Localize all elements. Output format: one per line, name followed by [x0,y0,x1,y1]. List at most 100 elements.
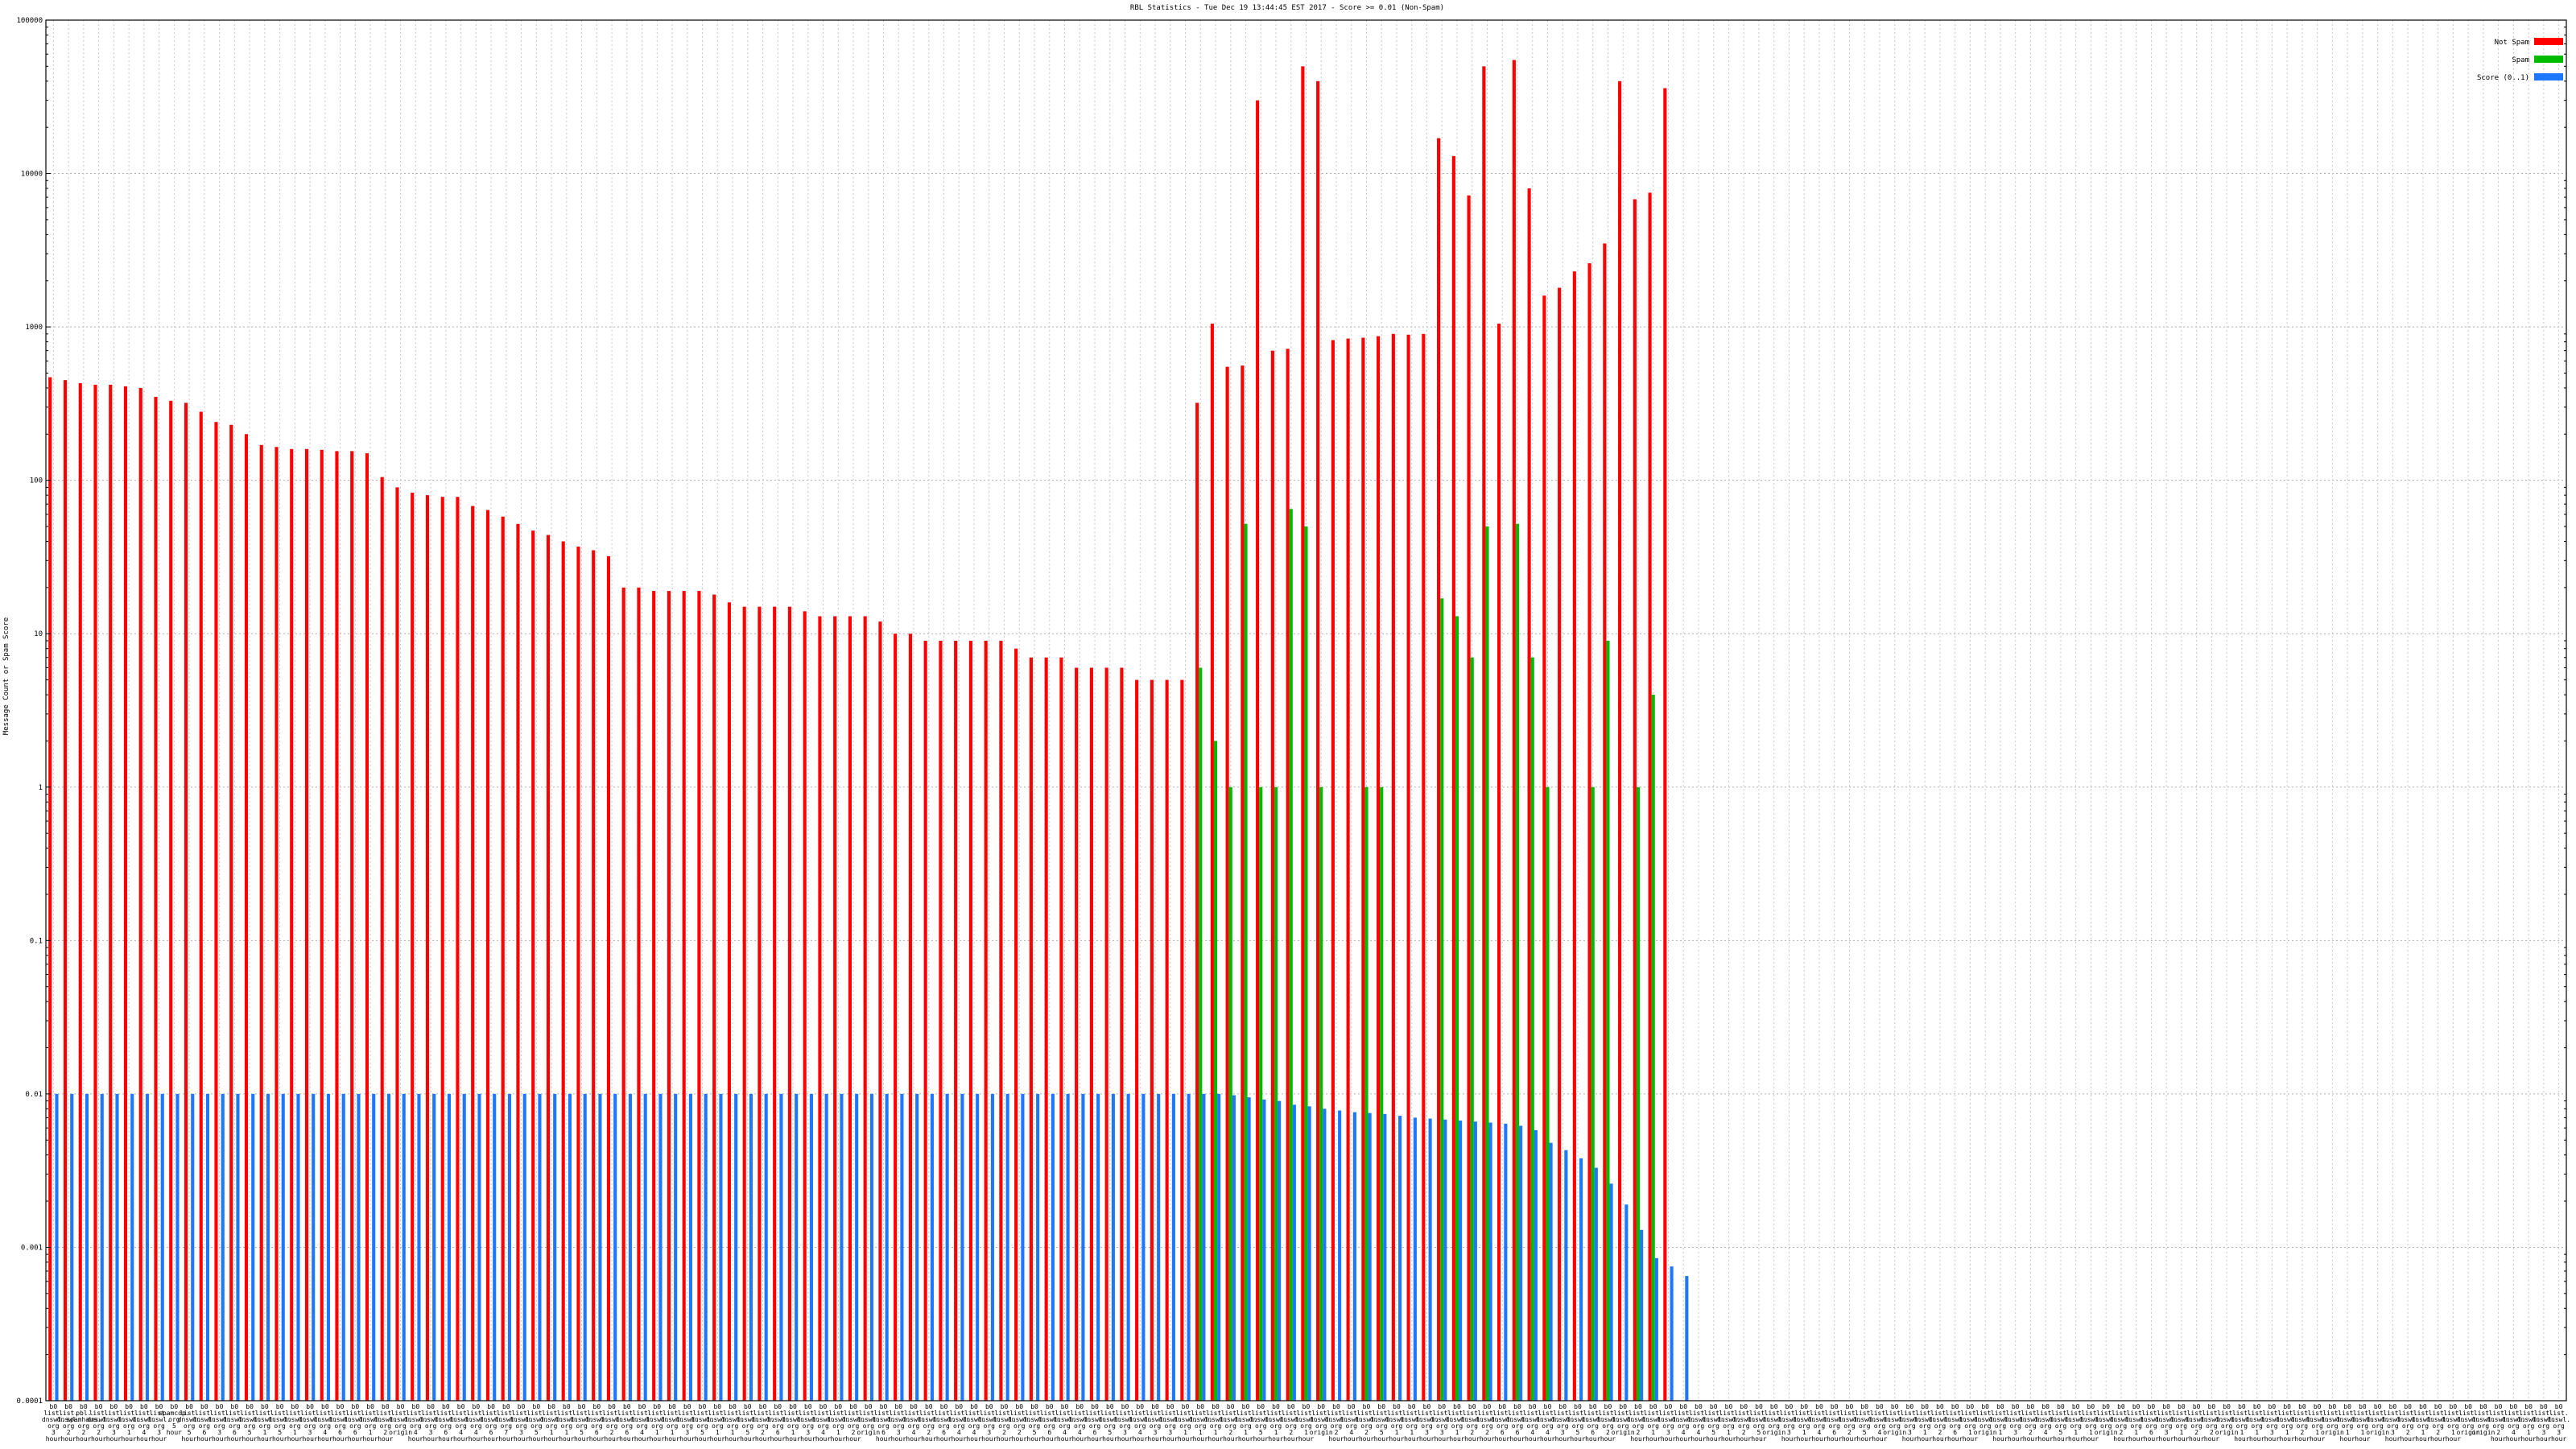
bar-not-spam [1618,80,1622,1401]
bar-not-spam [516,523,520,1401]
x-tick-label: b0 list. dnswl. org 1 hour [2442,1403,2465,1443]
bar-not-spam [652,591,656,1401]
bar-not-spam [1467,195,1471,1401]
bar-not-spam [1497,324,1501,1401]
bar-not-spam [109,384,113,1401]
bar-score-0-1 [1202,1093,1206,1401]
x-tick-label: b0 list. dnswl. org 2 hour [2290,1403,2314,1443]
x-tick-label: b0 list. dnswl. org 3 hour [147,1403,171,1443]
y-tick-label: 1 [39,784,43,792]
x-tick-label: b0 list. dnswl. org 4 hour [1053,1403,1076,1443]
bar-not-spam [1195,402,1199,1402]
bar-score-0-1 [221,1093,225,1401]
bar-score-0-1 [1292,1104,1296,1401]
bar-not-spam [229,424,233,1401]
x-tick-label: b0 list. dnswl. org 1 hour [782,1403,805,1443]
bar-not-spam [365,453,369,1401]
bar-not-spam [1029,657,1033,1401]
bar-score-0-1 [372,1093,376,1401]
x-tick-label: b0 list. dnswl. org 2 hour [2487,1403,2510,1443]
bar-not-spam [1089,667,1093,1401]
x-tick-label: b0 list. dnswl. org 2 hour [1460,1403,1484,1443]
bar-score-0-1 [462,1093,466,1401]
bar-spam [1515,523,1520,1401]
x-tick-label: b0 list. dnswl. org 3 hour [1657,1403,1680,1443]
bar-score-0-1 [930,1093,934,1401]
x-tick-label: b0 list. dnswl. org 1 hour [1913,1403,1937,1443]
bar-score-0-1 [1247,1097,1251,1401]
bar-score-0-1 [1519,1125,1523,1401]
bar-not-spam [1331,340,1335,1401]
bar-not-spam [335,451,339,1401]
bar-spam [1636,786,1641,1401]
x-tick-label: b0 list. dnswl. org 6 hour [766,1403,790,1443]
x-tick-label: b0 list. dnswl. org 2 hour [1627,1403,1650,1443]
bar-score-0-1 [341,1093,345,1401]
y-tick-label: 100000 [16,17,43,25]
bar-not-spam [818,616,822,1401]
bar-spam [1485,526,1489,1402]
x-tick-label: b0 list. dnswl. org 2 hour [1732,1403,1756,1443]
bar-spam [1455,616,1459,1401]
x-tick-label: b0 list. dnswl. org 2 hour [87,1403,110,1443]
bar-score-0-1 [568,1093,572,1401]
bar-spam [1546,786,1550,1401]
bar-not-spam [803,611,807,1401]
x-tick-label: b0 list. dnswl. org origin [2215,1403,2239,1436]
bar-not-spam [1648,192,1652,1402]
x-tick-label: b0 list. dnswl. org 1 hour [1234,1403,1257,1443]
x-tick-label: b0 list. dnswl. org 1 hour [2517,1403,2541,1443]
bar-not-spam [214,422,218,1401]
x-tick-label: b0 list. dnswl. org 6 hour [1491,1403,1514,1443]
x-tick-label: b0 list. dnswl. org 1 hour [1400,1403,1423,1443]
grid [46,20,2566,1401]
bar-not-spam [1316,80,1320,1401]
bar-not-spam [878,621,882,1401]
bar-score-0-1 [432,1093,436,1401]
x-tick-label: b0 list. dnswl. org 1 hour [2411,1403,2434,1443]
bar-not-spam [63,380,68,1402]
x-tick-label: b0 list. dnswl. org 2 hour [1928,1403,1951,1443]
x-tick-label: b0 list. dnswl. org 3 hour [977,1403,1001,1443]
x-tick-label: b0 list. dnswl. org 1 hour [2245,1403,2268,1443]
bar-score-0-1 [1141,1093,1146,1401]
bar-not-spam [1512,60,1516,1401]
x-tick-label: b0 list. dnswl. org 3 hour [102,1403,126,1443]
x-tick-label: b0 list. dnswl. org 4 hour [2034,1403,2058,1443]
bar-not-spam [259,444,263,1401]
bar-not-spam [1150,679,1154,1401]
x-tick-label: b0 list. dnswl. org 4 hour [404,1403,427,1443]
bar-score-0-1 [1640,1229,1644,1401]
bar-not-spam [682,591,686,1401]
bar-not-spam [411,493,415,1401]
bar-not-spam [742,606,746,1401]
bar-score-0-1 [1217,1093,1221,1401]
y-tick-label: 100 [30,477,43,485]
bar-score-0-1 [1096,1093,1100,1401]
x-tick-label: b0 list. dnswl. org origin [2471,1403,2495,1436]
x-tick-label: b0 list. dnswl. org origin [1310,1403,1333,1436]
x-tick-label: b0 list. dnswl. org 2 hour [1476,1403,1499,1443]
x-tick-label: b0 list. dnswl. org 1 hour [646,1403,669,1443]
x-tick-label: b0 list. dnswl. org 6 hour [615,1403,638,1443]
bar-not-spam [1587,263,1591,1401]
bar-score-0-1 [85,1093,89,1401]
bar-not-spam [1120,667,1124,1401]
bar-not-spam [199,411,203,1401]
x-tick-label: b0 list. dnswl. org 4 hour [1536,1403,1559,1443]
y-tick-label: 0.001 [21,1244,43,1252]
bar-score-0-1 [628,1093,633,1401]
bar-not-spam [923,640,927,1401]
x-tick-label: b0 list. dnswl. org 3 hour [1551,1403,1575,1443]
x-tick-label: b0 list. dnswl. org origin [1883,1403,1906,1436]
bar-score-0-1 [1564,1150,1568,1401]
bar-score-0-1 [1066,1093,1070,1401]
x-tick-label: b0 list. dnswl. org 1 hour [1294,1403,1318,1443]
x-tick-label: b0 list. dnswl. org 4 hour [902,1403,926,1443]
bar-score-0-1 [840,1093,844,1401]
bar-score-0-1 [326,1093,331,1401]
bar-score-0-1 [719,1093,723,1401]
bar-spam [1470,657,1474,1401]
x-tick-label: b0 list. dnswl. org 4 hour [963,1403,986,1443]
bar-score-0-1 [1670,1266,1674,1401]
